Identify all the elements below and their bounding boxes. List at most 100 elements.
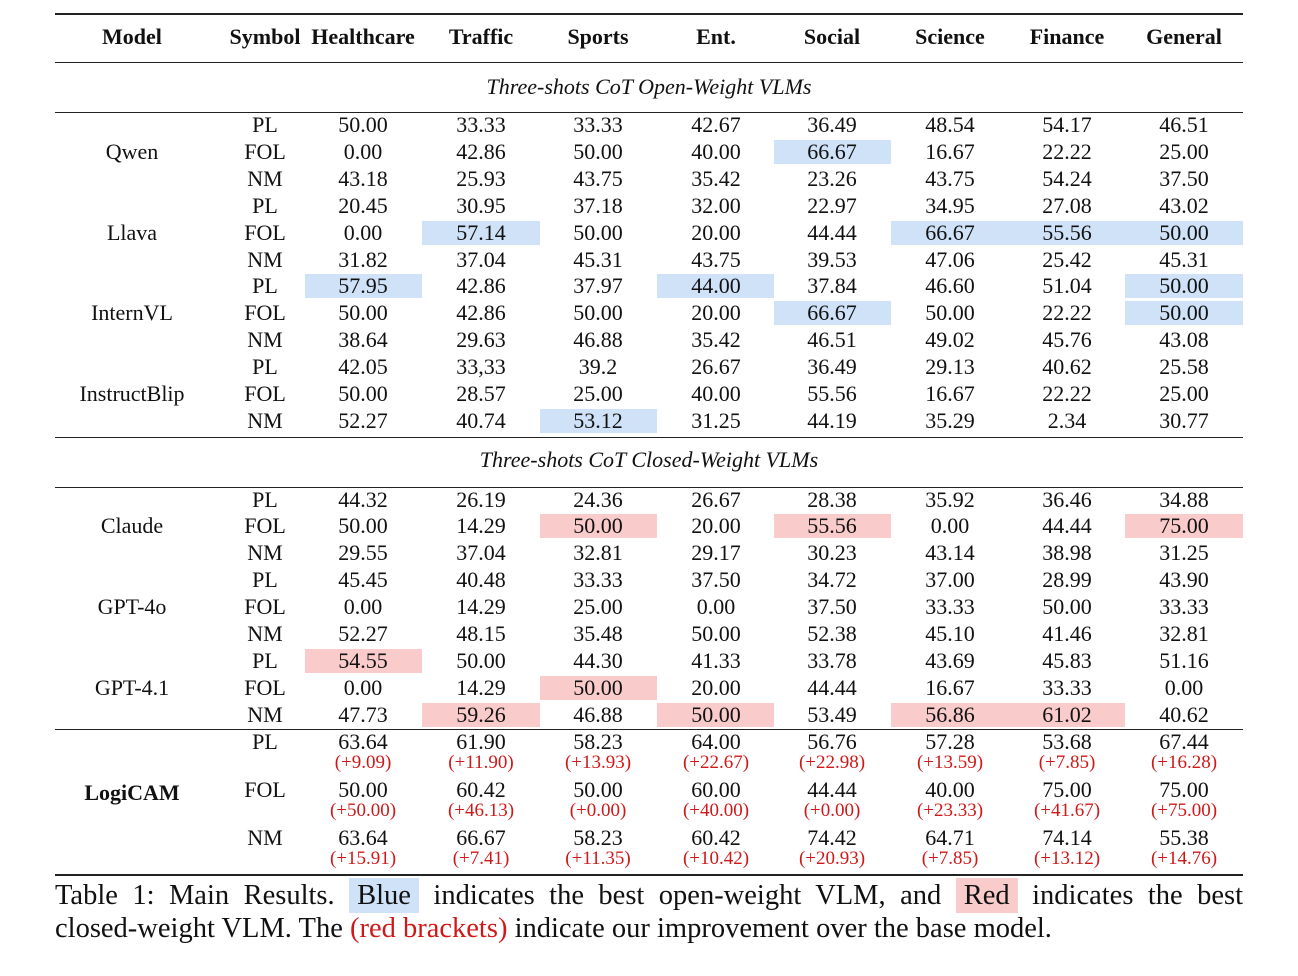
value-cell: 42.86 bbox=[456, 138, 506, 164]
best-open-weight-highlight bbox=[1125, 220, 1243, 245]
value-cell: 46.60 bbox=[925, 273, 975, 299]
value-cell: 40.62 bbox=[1159, 701, 1209, 727]
header-rule bbox=[55, 62, 1243, 64]
value-cell: 50.00 bbox=[573, 674, 623, 700]
value-cell: 35.92 bbox=[925, 486, 975, 512]
best-closed-weight-highlight bbox=[657, 702, 774, 727]
symbol-cell: NM bbox=[247, 407, 283, 433]
column-header: Finance bbox=[1029, 24, 1105, 49]
value-cell: 37.50 bbox=[691, 567, 741, 593]
column-header: General bbox=[1146, 24, 1222, 49]
value-cell: 16.67 bbox=[925, 138, 975, 164]
value-cell: 38.98 bbox=[1042, 540, 1092, 566]
improvement-delta: (+0.00) bbox=[803, 800, 861, 821]
symbol-cell: PL bbox=[252, 486, 278, 512]
table-caption-line-1: Table 1: Main Results. Blue indicates th… bbox=[55, 878, 1243, 913]
value-cell: 38.64 bbox=[338, 327, 388, 353]
caption-red-brackets: (red brackets) bbox=[349, 913, 508, 944]
value-cell: 44.19 bbox=[807, 407, 857, 433]
value-cell: 44.44 bbox=[807, 674, 857, 700]
value-cell: 0.00 bbox=[343, 594, 383, 620]
value-cell: 43.08 bbox=[1159, 327, 1209, 353]
value-cell: 42.86 bbox=[456, 273, 506, 299]
symbol-cell: PL bbox=[252, 354, 278, 380]
value-cell: 50.00 bbox=[338, 513, 388, 539]
value-cell: 30.95 bbox=[456, 192, 506, 218]
value-cell: 44.30 bbox=[573, 647, 623, 673]
value-cell: 67.44 bbox=[1159, 729, 1209, 754]
value-cell: 74.14 bbox=[1042, 825, 1092, 850]
improvement-delta: (+23.33) bbox=[916, 800, 984, 821]
value-cell: 40.00 bbox=[691, 138, 741, 164]
value-cell: 50.00 bbox=[1042, 594, 1092, 620]
value-cell: 43.90 bbox=[1159, 567, 1209, 593]
value-cell: 20.45 bbox=[338, 192, 388, 218]
value-cell: 35.42 bbox=[691, 165, 741, 191]
best-closed-weight-highlight bbox=[422, 702, 540, 727]
improvement-delta: (+9.09) bbox=[334, 752, 392, 773]
improvement-delta: (+7.85) bbox=[1038, 752, 1096, 773]
value-cell: 50.00 bbox=[338, 300, 388, 326]
value-cell: 34.88 bbox=[1159, 486, 1209, 512]
best-open-weight-highlight bbox=[774, 301, 891, 326]
value-cell: 50.00 bbox=[925, 300, 975, 326]
model-name: Qwen bbox=[105, 138, 159, 164]
best-open-weight-highlight bbox=[305, 274, 422, 299]
value-cell: 52.27 bbox=[338, 407, 388, 433]
improvement-delta: (+13.93) bbox=[564, 752, 632, 773]
value-cell: 54.17 bbox=[1042, 112, 1092, 137]
value-cell: 41.33 bbox=[691, 647, 741, 673]
value-cell: 20.00 bbox=[691, 513, 741, 539]
value-cell: 29.17 bbox=[691, 540, 741, 566]
value-cell: 25.00 bbox=[573, 594, 623, 620]
value-cell: 32.00 bbox=[691, 192, 741, 218]
value-cell: 75.00 bbox=[1042, 777, 1092, 802]
value-cell: 44.44 bbox=[1042, 513, 1092, 539]
caption-red-swatch: Red bbox=[955, 878, 1018, 913]
value-cell: 44.44 bbox=[807, 777, 857, 802]
value-cell: 51.04 bbox=[1042, 273, 1092, 299]
value-cell: 32.81 bbox=[1159, 621, 1209, 646]
value-cell: 0.00 bbox=[1164, 674, 1204, 700]
our-model-name: LogiCAM bbox=[84, 780, 180, 805]
improvement-delta: (+7.41) bbox=[452, 848, 510, 869]
symbol-cell: FOL bbox=[244, 674, 286, 700]
section-end-rule bbox=[55, 437, 1243, 439]
value-cell: 25.42 bbox=[1042, 246, 1092, 272]
symbol-cell: NM bbox=[247, 701, 283, 727]
value-cell: 34.72 bbox=[807, 567, 857, 593]
value-cell: 31.25 bbox=[1159, 540, 1209, 566]
value-cell: 33.33 bbox=[573, 567, 623, 593]
value-cell: 46.51 bbox=[1159, 112, 1209, 137]
value-cell: 60.42 bbox=[456, 777, 506, 802]
value-cell: 50.00 bbox=[1159, 300, 1209, 326]
improvement-delta: (+10.42) bbox=[682, 848, 750, 869]
value-cell: 34.95 bbox=[925, 192, 975, 218]
value-cell: 47.06 bbox=[925, 246, 975, 272]
improvement-delta: (+40.00) bbox=[682, 800, 750, 821]
column-header: Ent. bbox=[696, 24, 736, 49]
value-cell: 14.29 bbox=[456, 513, 506, 539]
column-header: Traffic bbox=[448, 24, 514, 49]
value-cell: 50.00 bbox=[573, 219, 623, 245]
table-caption-line-2: closed-weight VLM. The (red brackets) in… bbox=[55, 912, 1052, 945]
value-cell: 28.99 bbox=[1042, 567, 1092, 593]
symbol-cell: NM bbox=[247, 825, 283, 850]
caption-text: indicate our improvement over the base m… bbox=[514, 913, 1052, 944]
value-cell: 28.57 bbox=[456, 381, 506, 406]
model-name: Claude bbox=[100, 513, 164, 539]
symbol-cell: FOL bbox=[244, 381, 286, 406]
value-cell: 25.93 bbox=[456, 165, 506, 191]
best-open-weight-highlight bbox=[657, 274, 774, 299]
value-cell: 35.29 bbox=[925, 407, 975, 433]
value-cell: 66.67 bbox=[456, 825, 506, 850]
column-header: Social bbox=[803, 24, 861, 49]
value-cell: 52.27 bbox=[338, 621, 388, 646]
value-cell: 45.31 bbox=[1159, 246, 1209, 272]
value-cell: 54.24 bbox=[1042, 165, 1092, 191]
value-cell: 43.69 bbox=[925, 647, 975, 673]
value-cell: 55.56 bbox=[807, 513, 857, 539]
value-cell: 42.67 bbox=[691, 112, 741, 137]
best-closed-weight-highlight bbox=[305, 648, 422, 673]
symbol-cell: FOL bbox=[244, 594, 286, 620]
